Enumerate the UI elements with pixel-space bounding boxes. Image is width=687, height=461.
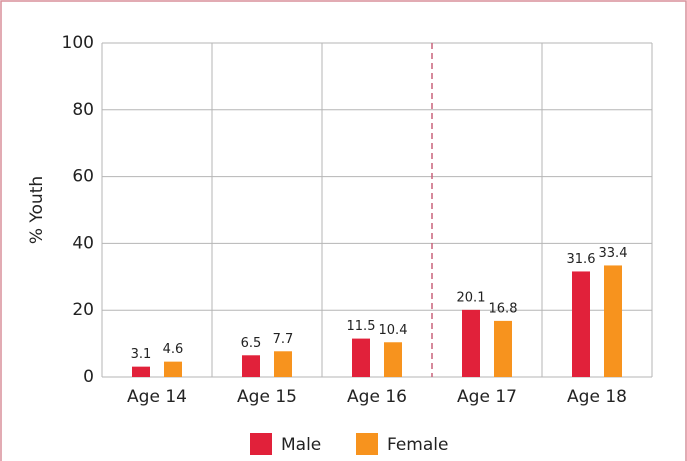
y-tick-label: 40	[72, 233, 94, 253]
legend-swatch	[356, 433, 378, 455]
legend-swatch	[250, 433, 272, 455]
y-tick-label: 60	[72, 167, 94, 187]
bar	[384, 342, 402, 377]
data-label: 10.4	[379, 323, 408, 338]
bar	[462, 309, 480, 377]
data-label: 7.7	[273, 332, 294, 347]
y-tick-label: 80	[72, 100, 94, 120]
y-tick-label: 0	[83, 367, 94, 387]
x-tick-label: Age 14	[127, 387, 187, 407]
data-label: 31.6	[567, 252, 596, 267]
legend-label: Female	[387, 435, 448, 455]
x-tick-label: Age 18	[567, 387, 627, 407]
legend-label: Male	[281, 435, 321, 455]
y-axis-label: % Youth	[27, 176, 47, 244]
bar	[352, 338, 370, 377]
bar	[164, 361, 182, 377]
data-label: 4.6	[163, 342, 184, 357]
x-tick-label: Age 16	[347, 387, 407, 407]
y-tick-label: 20	[72, 300, 94, 320]
data-label: 16.8	[489, 301, 518, 316]
x-tick-label: Age 15	[237, 387, 297, 407]
bar	[242, 355, 260, 377]
bar	[132, 366, 150, 377]
data-label: 33.4	[599, 246, 628, 261]
x-tick-label: Age 17	[457, 387, 517, 407]
plot: 0 20 40 60 80 100 Age 14 3.1 4.6 Age 15 6.5 7.7 Age …	[62, 33, 653, 455]
bar	[274, 351, 292, 377]
data-label: 20.1	[457, 290, 486, 305]
data-label: 6.5	[241, 336, 262, 351]
y-tick-label: 100	[62, 33, 94, 53]
data-label: 11.5	[347, 319, 376, 334]
data-label: 3.1	[131, 347, 152, 362]
bar	[604, 265, 622, 377]
bar	[572, 271, 590, 377]
bar	[494, 320, 512, 377]
